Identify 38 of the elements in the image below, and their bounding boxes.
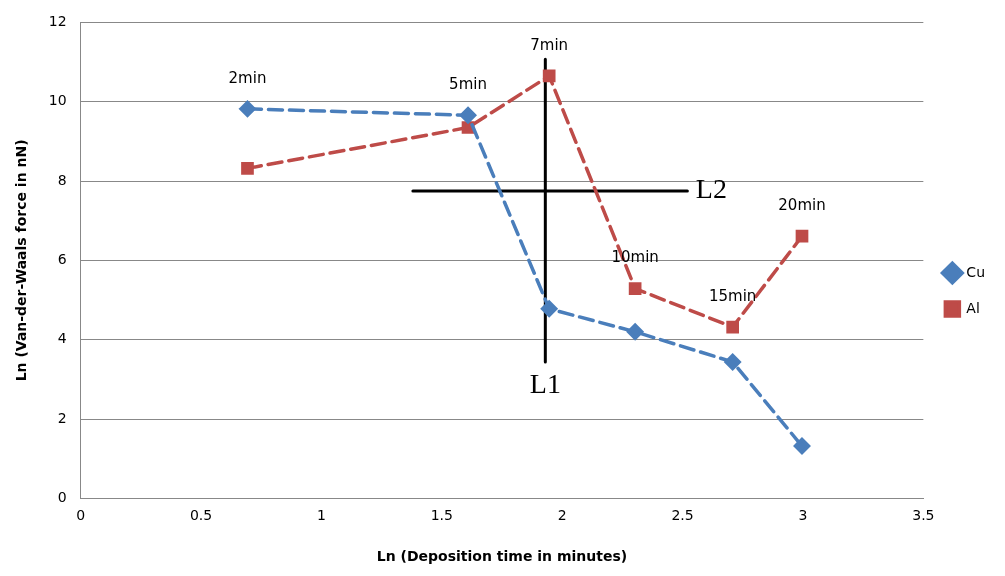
point xyxy=(724,353,741,371)
point xyxy=(241,162,254,175)
annotation: 20min xyxy=(778,196,826,215)
x-tick-label: 1 xyxy=(316,507,326,524)
point xyxy=(726,320,739,334)
legend-label: Al xyxy=(966,299,980,316)
y-tick-label: 12 xyxy=(48,13,67,30)
y-tick-label: 6 xyxy=(57,251,67,268)
point xyxy=(793,437,811,455)
point xyxy=(626,323,644,341)
x-axis-title: Ln (Deposition time in minutes) xyxy=(376,548,628,565)
y-tick-label: 4 xyxy=(57,330,67,347)
x-tick-label: 1.5 xyxy=(430,507,453,524)
x-tick-label: 2 xyxy=(557,507,567,524)
x-tick-label: 0 xyxy=(76,507,86,524)
y-tick-label: 0 xyxy=(57,489,67,506)
y-tick-label: 8 xyxy=(57,171,67,188)
annotation: 7min xyxy=(530,35,569,54)
annotation: L2 xyxy=(695,173,727,205)
annotation: 5min xyxy=(449,75,487,94)
x-tick-label: 3.5 xyxy=(912,507,935,524)
annotation: 10min xyxy=(611,248,659,267)
x-tick-label: 3 xyxy=(798,507,808,524)
x-tick-label: 2.5 xyxy=(671,507,694,524)
point xyxy=(540,300,558,318)
y-axis-title: Ln (Van-der-Waals force in nN) xyxy=(13,139,30,382)
x-tick-label: 0.5 xyxy=(189,507,213,524)
point xyxy=(542,69,556,83)
annotation: 15min xyxy=(708,286,757,305)
point xyxy=(239,100,256,118)
annotation: 2min xyxy=(228,68,267,87)
point xyxy=(628,282,642,295)
point xyxy=(795,229,809,243)
point xyxy=(459,106,477,124)
y-tick-label: 10 xyxy=(48,92,67,109)
y-tick-label: 2 xyxy=(57,409,67,426)
legend-label: Cu xyxy=(966,263,986,280)
annotation: L1 xyxy=(529,368,561,400)
